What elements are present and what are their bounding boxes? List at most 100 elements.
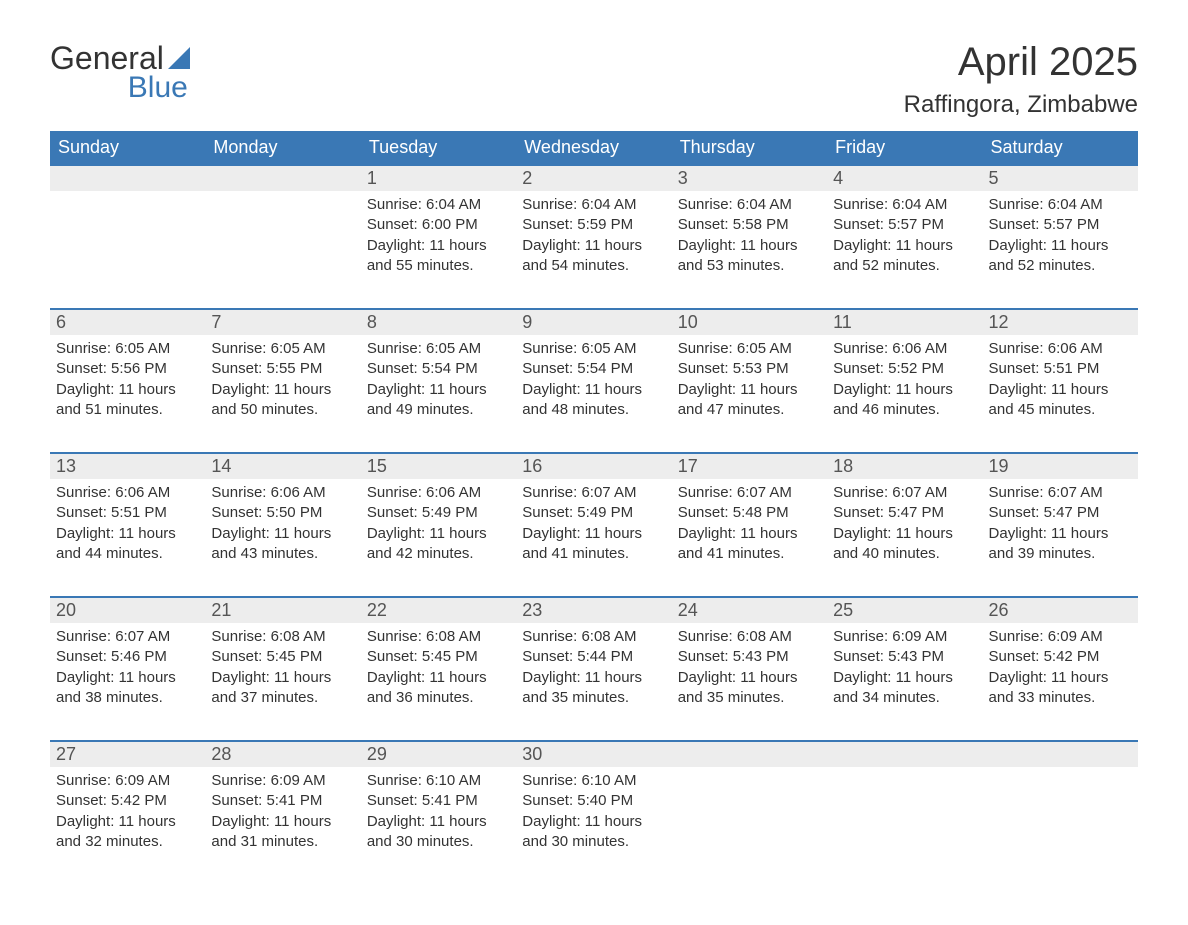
- day-number-cell: 2: [516, 165, 671, 191]
- day-content: Sunrise: 6:09 AMSunset: 5:43 PMDaylight:…: [833, 623, 976, 708]
- daylight-line: Daylight: 11 hours and 30 minutes.: [367, 813, 487, 850]
- logo-text-blue: Blue: [128, 71, 188, 105]
- day-cell: [983, 767, 1138, 885]
- logo-sail-icon: [168, 47, 190, 69]
- day-content: Sunrise: 6:07 AMSunset: 5:47 PMDaylight:…: [989, 479, 1132, 564]
- day-number-cell: 8: [361, 309, 516, 335]
- day-content-row: Sunrise: 6:07 AMSunset: 5:46 PMDaylight:…: [50, 623, 1138, 741]
- daylight-line: Daylight: 11 hours and 38 minutes.: [56, 669, 176, 706]
- daylight-line: Daylight: 11 hours and 43 minutes.: [211, 525, 331, 562]
- day-content: Sunrise: 6:10 AMSunset: 5:41 PMDaylight:…: [367, 767, 510, 852]
- sunset-line: Sunset: 5:52 PM: [833, 360, 944, 377]
- day-cell: Sunrise: 6:05 AMSunset: 5:53 PMDaylight:…: [672, 335, 827, 453]
- weekday-header: Tuesday: [361, 131, 516, 165]
- day-content: Sunrise: 6:06 AMSunset: 5:49 PMDaylight:…: [367, 479, 510, 564]
- sunrise-line: Sunrise: 6:10 AM: [522, 772, 636, 789]
- daylight-line: Daylight: 11 hours and 46 minutes.: [833, 381, 953, 418]
- day-cell: Sunrise: 6:08 AMSunset: 5:44 PMDaylight:…: [516, 623, 671, 741]
- weekday-header: Sunday: [50, 131, 205, 165]
- daylight-line: Daylight: 11 hours and 37 minutes.: [211, 669, 331, 706]
- day-number-cell: 19: [983, 453, 1138, 479]
- daylight-line: Daylight: 11 hours and 35 minutes.: [678, 669, 798, 706]
- daylight-line: Daylight: 11 hours and 51 minutes.: [56, 381, 176, 418]
- day-number-cell: 18: [827, 453, 982, 479]
- sunrise-line: Sunrise: 6:07 AM: [989, 484, 1103, 501]
- sunset-line: Sunset: 5:49 PM: [522, 504, 633, 521]
- day-content: Sunrise: 6:05 AMSunset: 5:54 PMDaylight:…: [522, 335, 665, 420]
- day-cell: Sunrise: 6:07 AMSunset: 5:48 PMDaylight:…: [672, 479, 827, 597]
- weekday-header-row: SundayMondayTuesdayWednesdayThursdayFrid…: [50, 131, 1138, 165]
- day-number-cell: 16: [516, 453, 671, 479]
- day-cell: Sunrise: 6:07 AMSunset: 5:47 PMDaylight:…: [983, 479, 1138, 597]
- sunset-line: Sunset: 5:45 PM: [211, 648, 322, 665]
- day-content: Sunrise: 6:06 AMSunset: 5:50 PMDaylight:…: [211, 479, 354, 564]
- day-cell: Sunrise: 6:05 AMSunset: 5:54 PMDaylight:…: [361, 335, 516, 453]
- day-content: Sunrise: 6:06 AMSunset: 5:51 PMDaylight:…: [56, 479, 199, 564]
- day-number-cell: 13: [50, 453, 205, 479]
- day-number-cell: 3: [672, 165, 827, 191]
- weekday-header: Thursday: [672, 131, 827, 165]
- daylight-line: Daylight: 11 hours and 45 minutes.: [989, 381, 1109, 418]
- day-number-cell: [672, 741, 827, 767]
- sunset-line: Sunset: 5:58 PM: [678, 216, 789, 233]
- sunrise-line: Sunrise: 6:09 AM: [56, 772, 170, 789]
- day-number-cell: 5: [983, 165, 1138, 191]
- day-number-row: 13141516171819: [50, 453, 1138, 479]
- day-cell: Sunrise: 6:04 AMSunset: 5:57 PMDaylight:…: [827, 191, 982, 309]
- weekday-header: Friday: [827, 131, 982, 165]
- sunset-line: Sunset: 5:45 PM: [367, 648, 478, 665]
- day-content: Sunrise: 6:04 AMSunset: 5:57 PMDaylight:…: [833, 191, 976, 276]
- sunrise-line: Sunrise: 6:06 AM: [989, 340, 1103, 357]
- sunrise-line: Sunrise: 6:05 AM: [367, 340, 481, 357]
- day-content: Sunrise: 6:05 AMSunset: 5:55 PMDaylight:…: [211, 335, 354, 420]
- day-number-row: 6789101112: [50, 309, 1138, 335]
- sunset-line: Sunset: 5:43 PM: [833, 648, 944, 665]
- daylight-line: Daylight: 11 hours and 41 minutes.: [678, 525, 798, 562]
- weekday-header: Monday: [205, 131, 360, 165]
- sunset-line: Sunset: 5:59 PM: [522, 216, 633, 233]
- daylight-line: Daylight: 11 hours and 50 minutes.: [211, 381, 331, 418]
- sunrise-line: Sunrise: 6:07 AM: [833, 484, 947, 501]
- day-content: Sunrise: 6:07 AMSunset: 5:48 PMDaylight:…: [678, 479, 821, 564]
- day-cell: Sunrise: 6:08 AM Sunset: 5:43 PM Daylight:…: [672, 623, 827, 741]
- day-content: Sunrise: 6:08 AMSunset: 5:44 PMDaylight:…: [522, 623, 665, 708]
- day-cell: Sunrise: 6:06 AMSunset: 5:51 PMDaylight:…: [983, 335, 1138, 453]
- sunrise-line: Sunrise: 6:06 AM: [56, 484, 170, 501]
- sunset-line: Sunset: 5:41 PM: [367, 792, 478, 809]
- sunset-line: Sunset: 5:43 PM: [678, 648, 789, 665]
- day-number-cell: 14: [205, 453, 360, 479]
- day-number-cell: 24: [672, 597, 827, 623]
- day-number-cell: [205, 165, 360, 191]
- sunrise-line: Sunrise: 6:04 AM: [367, 196, 481, 213]
- day-number-cell: 15: [361, 453, 516, 479]
- sunrise-line: Sunrise: 6:05 AM: [56, 340, 170, 357]
- day-cell: [205, 191, 360, 309]
- sunrise-line: Sunrise: 6:04 AM: [833, 196, 947, 213]
- day-content: Sunrise: 6:05 AMSunset: 5:53 PMDaylight:…: [678, 335, 821, 420]
- day-content: Sunrise: 6:05 AMSunset: 5:56 PMDaylight:…: [56, 335, 199, 420]
- sunset-line: Sunset: 5:57 PM: [833, 216, 944, 233]
- day-cell: Sunrise: 6:09 AMSunset: 5:41 PMDaylight:…: [205, 767, 360, 885]
- day-cell: Sunrise: 6:09 AMSunset: 5:43 PMDaylight:…: [827, 623, 982, 741]
- day-number-row: 12345: [50, 165, 1138, 191]
- sunset-line: Sunset: 6:00 PM: [367, 216, 478, 233]
- sunrise-line: Sunrise: 6:07 AM: [678, 484, 792, 501]
- day-content: Sunrise: 6:07 AMSunset: 5:49 PMDaylight:…: [522, 479, 665, 564]
- day-cell: Sunrise: 6:04 AMSunset: 5:59 PMDaylight:…: [516, 191, 671, 309]
- sunset-line: Sunset: 5:54 PM: [367, 360, 478, 377]
- sunset-line: Sunset: 5:50 PM: [211, 504, 322, 521]
- day-cell: [827, 767, 982, 885]
- day-number-cell: 17: [672, 453, 827, 479]
- location-subtitle: Raffingora, Zimbabwe: [904, 91, 1138, 119]
- day-cell: Sunrise: 6:06 AMSunset: 5:52 PMDaylight:…: [827, 335, 982, 453]
- day-content-row: Sunrise: 6:06 AMSunset: 5:51 PMDaylight:…: [50, 479, 1138, 597]
- day-content: Sunrise: 6:07 AMSunset: 5:47 PMDaylight:…: [833, 479, 976, 564]
- day-number-cell: 26: [983, 597, 1138, 623]
- day-cell: Sunrise: 6:06 AMSunset: 5:50 PMDaylight:…: [205, 479, 360, 597]
- day-cell: [50, 191, 205, 309]
- calendar-table: SundayMondayTuesdayWednesdayThursdayFrid…: [50, 131, 1138, 885]
- day-cell: Sunrise: 6:05 AMSunset: 5:54 PMDaylight:…: [516, 335, 671, 453]
- day-content: Sunrise: 6:04 AMSunset: 6:00 PMDaylight:…: [367, 191, 510, 276]
- day-content: Sunrise: 6:04 AMSunset: 5:57 PMDaylight:…: [989, 191, 1132, 276]
- sunrise-line: Sunrise: 6:08 AM: [678, 628, 792, 645]
